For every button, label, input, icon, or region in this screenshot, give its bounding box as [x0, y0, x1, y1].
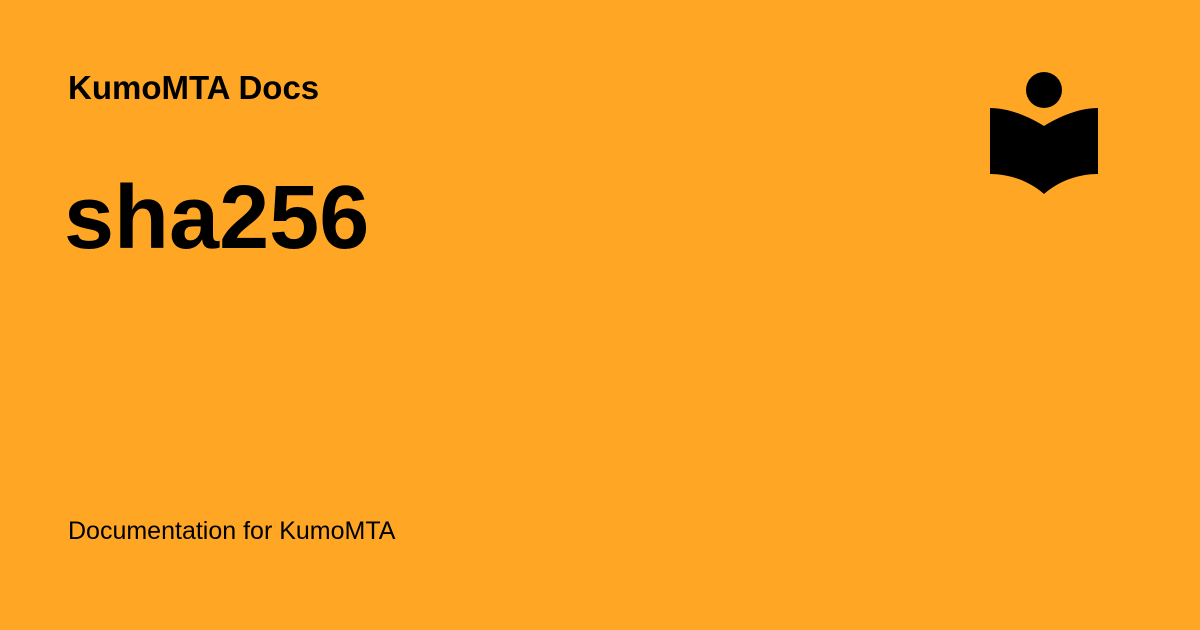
site-description: Documentation for KumoMTA — [68, 517, 396, 545]
page-title: sha256 — [64, 168, 370, 268]
site-name: KumoMTA Docs — [68, 69, 320, 106]
book-reader-icon — [988, 70, 1100, 196]
